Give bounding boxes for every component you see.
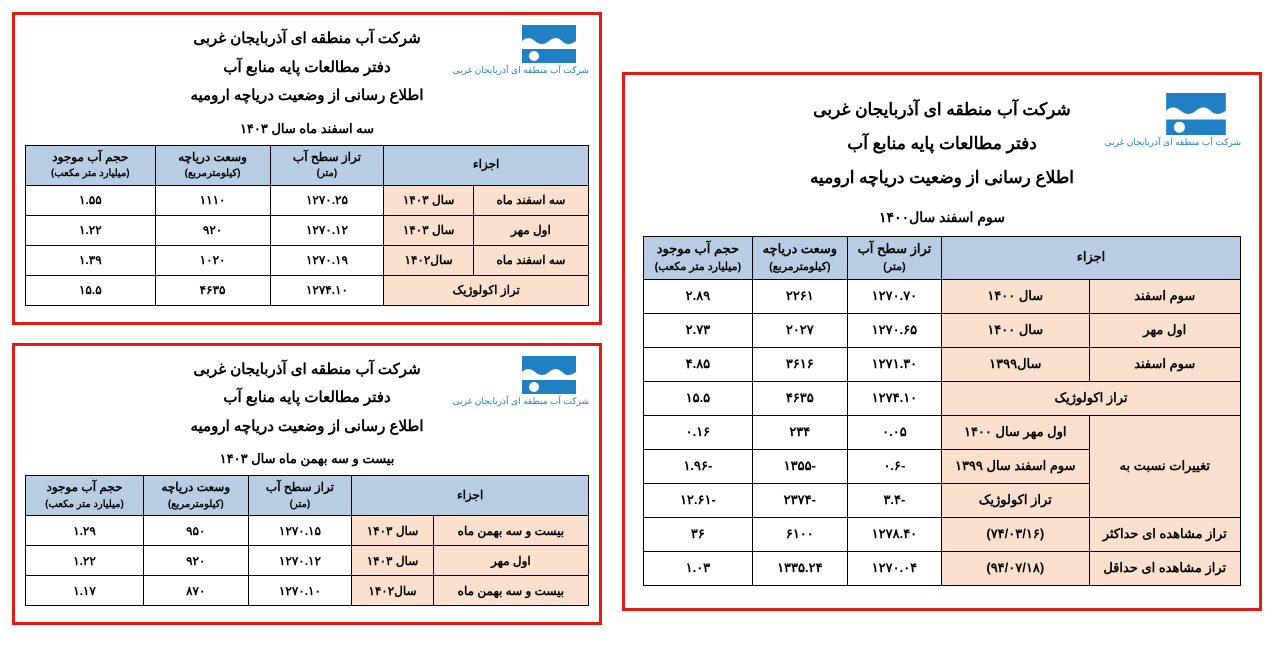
table-row: بیست و سه بهمن ماه سال ۱۴۰۳ ۱۲۷۰.۱۵ ۹۵۰ … (26, 516, 589, 546)
data-table: اجزاء تراز سطح آب(متر) وسعت دریاچه(کیلوم… (25, 145, 589, 306)
col-water-level: تراز سطح آب(متر) (248, 476, 352, 516)
table-header-row: اجزاء تراز سطح آب(متر) وسعت دریاچه(کیلوم… (26, 476, 589, 516)
date-line: سوم اسفند سال۱۴۰۰ (643, 209, 1241, 226)
col-water-volume: حجم آب موجود(میلیارد متر مکعب) (644, 237, 753, 280)
table-row: اول مهر سال ۱۴۰۳ ۱۲۷۰.۱۲ ۹۲۰ ۱.۲۲ (26, 546, 589, 576)
col-lake-area: وسعت دریاچه(کیلومترمربع) (155, 145, 270, 185)
subject-title: اطلاع رسانی از وضعیت دریاچه ارومیه (643, 161, 1241, 195)
table-row: سوم اسفند سال ۱۴۰۰ ۱۲۷۰.۷۰ ۲۲۶۱ ۲.۸۹ (644, 279, 1241, 313)
logo-text: شرکت آب منطقه ای آذربایجان غربی (509, 396, 589, 407)
subject-title: اطلاع رسانی از وضعیت دریاچه ارومیه (25, 413, 589, 442)
data-table: اجزاء تراز سطح آب(متر) وسعت دریاچه(کیلوم… (25, 475, 589, 606)
table-row-eco: تراز اکولوژیک ۱۲۷۴.۱۰ ۴۶۳۵ ۱۵.۵ (26, 275, 589, 305)
table-row-eco: تراز اکولوژیک ۱۲۷۴.۱۰ ۴۶۳۵ ۱۵.۵ (644, 381, 1241, 415)
report-card-2: شرکت آب منطقه ای آذربایجان غربی شرکت آب … (12, 343, 602, 626)
col-components: اجزاء (352, 476, 589, 516)
table-row-changes: تغییرات نسبت به اول مهر سال ۱۴۰۰ ۰.۰۵ ۲۳… (644, 415, 1241, 449)
subject-title: اطلاع رسانی از وضعیت دریاچه ارومیه (25, 82, 589, 111)
header: شرکت آب منطقه ای آذربایجان غربی شرکت آب … (25, 25, 589, 111)
col-components: اجزاء (942, 237, 1241, 280)
water-logo-icon (1166, 93, 1226, 135)
col-water-level: تراز سطح آب(متر) (270, 145, 384, 185)
table-row: سوم اسفند سال۱۳۹۹ ۱۲۷۱.۳۰ ۳۶۱۶ ۴.۸۵ (644, 347, 1241, 381)
table-row: اول مهر سال ۱۴۰۳ ۱۲۷۰.۱۲ ۹۲۰ ۱.۲۲ (26, 215, 589, 245)
table-row: سه اسفند ماه سال۱۴۰۲ ۱۲۷۰.۱۹ ۱۰۲۰ ۱.۳۹ (26, 245, 589, 275)
date-line: بیست و سه بهمن ماه سال ۱۴۰۳ (25, 451, 589, 467)
col-water-level: تراز سطح آب(متر) (847, 237, 941, 280)
col-lake-area: وسعت دریاچه(کیلومترمربع) (752, 237, 847, 280)
table-row: اول مهر سال ۱۴۰۰ ۱۲۷۰.۶۵ ۲۰۲۷ ۲.۷۳ (644, 313, 1241, 347)
org-title: شرکت آب منطقه ای آذربایجان غربی (25, 356, 589, 385)
logo: شرکت آب منطقه ای آذربایجان غربی (1151, 93, 1241, 148)
data-table: اجزاء تراز سطح آب(متر) وسعت دریاچه(کیلوم… (643, 236, 1241, 586)
col-water-volume: حجم آب موجود(میلیارد متر مکعب) (26, 476, 144, 516)
logo-text: شرکت آب منطقه ای آذربایجان غربی (509, 65, 589, 76)
report-card-1: شرکت آب منطقه ای آذربایجان غربی شرکت آب … (12, 12, 602, 325)
table-row-min: تراز مشاهده ای حداقل (۹۴/۰۷/۱۸) ۱۲۷۰.۰۴ … (644, 551, 1241, 585)
report-card-3: شرکت آب منطقه ای آذربایجان غربی شرکت آب … (622, 72, 1262, 611)
org-title: شرکت آب منطقه ای آذربایجان غربی (25, 25, 589, 54)
col-components: اجزاء (384, 145, 589, 185)
table-header-row: اجزاء تراز سطح آب(متر) وسعت دریاچه(کیلوم… (644, 237, 1241, 280)
header: شرکت آب منطقه ای آذربایجان غربی شرکت آب … (643, 93, 1241, 195)
logo: شرکت آب منطقه ای آذربایجان غربی (509, 25, 589, 76)
water-logo-icon (522, 356, 576, 394)
logo-text: شرکت آب منطقه ای آذربایجان غربی (1151, 137, 1241, 148)
date-line: سه اسفند ماه سال ۱۴۰۳ (25, 121, 589, 137)
water-logo-icon (522, 25, 576, 63)
header: شرکت آب منطقه ای آذربایجان غربی شرکت آب … (25, 356, 589, 442)
table-header-row: اجزاء تراز سطح آب(متر) وسعت دریاچه(کیلوم… (26, 145, 589, 185)
col-water-volume: حجم آب موجود(میلیارد متر مکعب) (26, 145, 156, 185)
table-row-max: تراز مشاهده ای حداکثر (۷۴/۰۳/۱۶) ۱۲۷۸.۴۰… (644, 517, 1241, 551)
table-row: سه اسفند ماه سال ۱۴۰۳ ۱۲۷۰.۲۵ ۱۱۱۰ ۱.۵۵ (26, 185, 589, 215)
col-lake-area: وسعت دریاچه(کیلومترمربع) (143, 476, 248, 516)
logo: شرکت آب منطقه ای آذربایجان غربی (509, 356, 589, 407)
table-row: بیست و سه بهمن ماه سال۱۴۰۲ ۱۲۷۰.۱۰ ۸۷۰ ۱… (26, 576, 589, 606)
